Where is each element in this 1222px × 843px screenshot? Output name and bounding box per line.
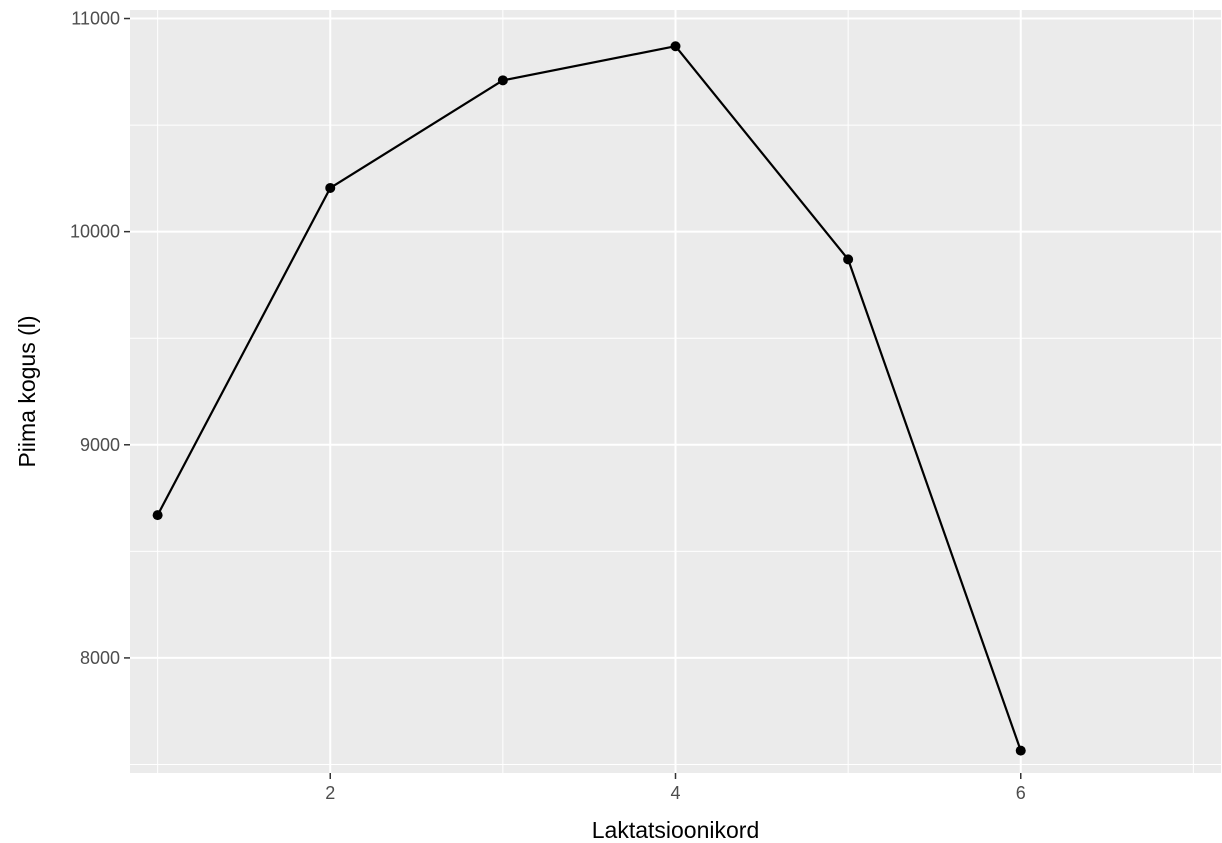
axis-ticks [124, 17, 1022, 779]
x-axis-title: Laktatsioonikord [592, 817, 760, 843]
data-point [1015, 745, 1026, 756]
y-tick-label: 10000 [70, 222, 120, 242]
data-point [670, 41, 681, 52]
series-layer [152, 41, 1026, 756]
y-axis-title: Piima kogus (l) [14, 315, 40, 467]
data-point [497, 75, 508, 86]
y-tick-label: 11000 [71, 9, 120, 29]
x-tick-label: 6 [1016, 783, 1026, 803]
major-gridlines [130, 10, 1221, 773]
x-tick-label: 4 [670, 783, 680, 803]
x-tick-label: 2 [325, 783, 335, 803]
data-point [325, 182, 336, 193]
data-point [843, 254, 854, 265]
series-line [156, 45, 1022, 751]
tick-labels: 2 4 6 8000 9000 10000 11000 [70, 9, 1026, 803]
y-tick-label: 8000 [80, 648, 120, 668]
data-point [152, 510, 163, 521]
y-tick-label: 9000 [80, 435, 120, 455]
